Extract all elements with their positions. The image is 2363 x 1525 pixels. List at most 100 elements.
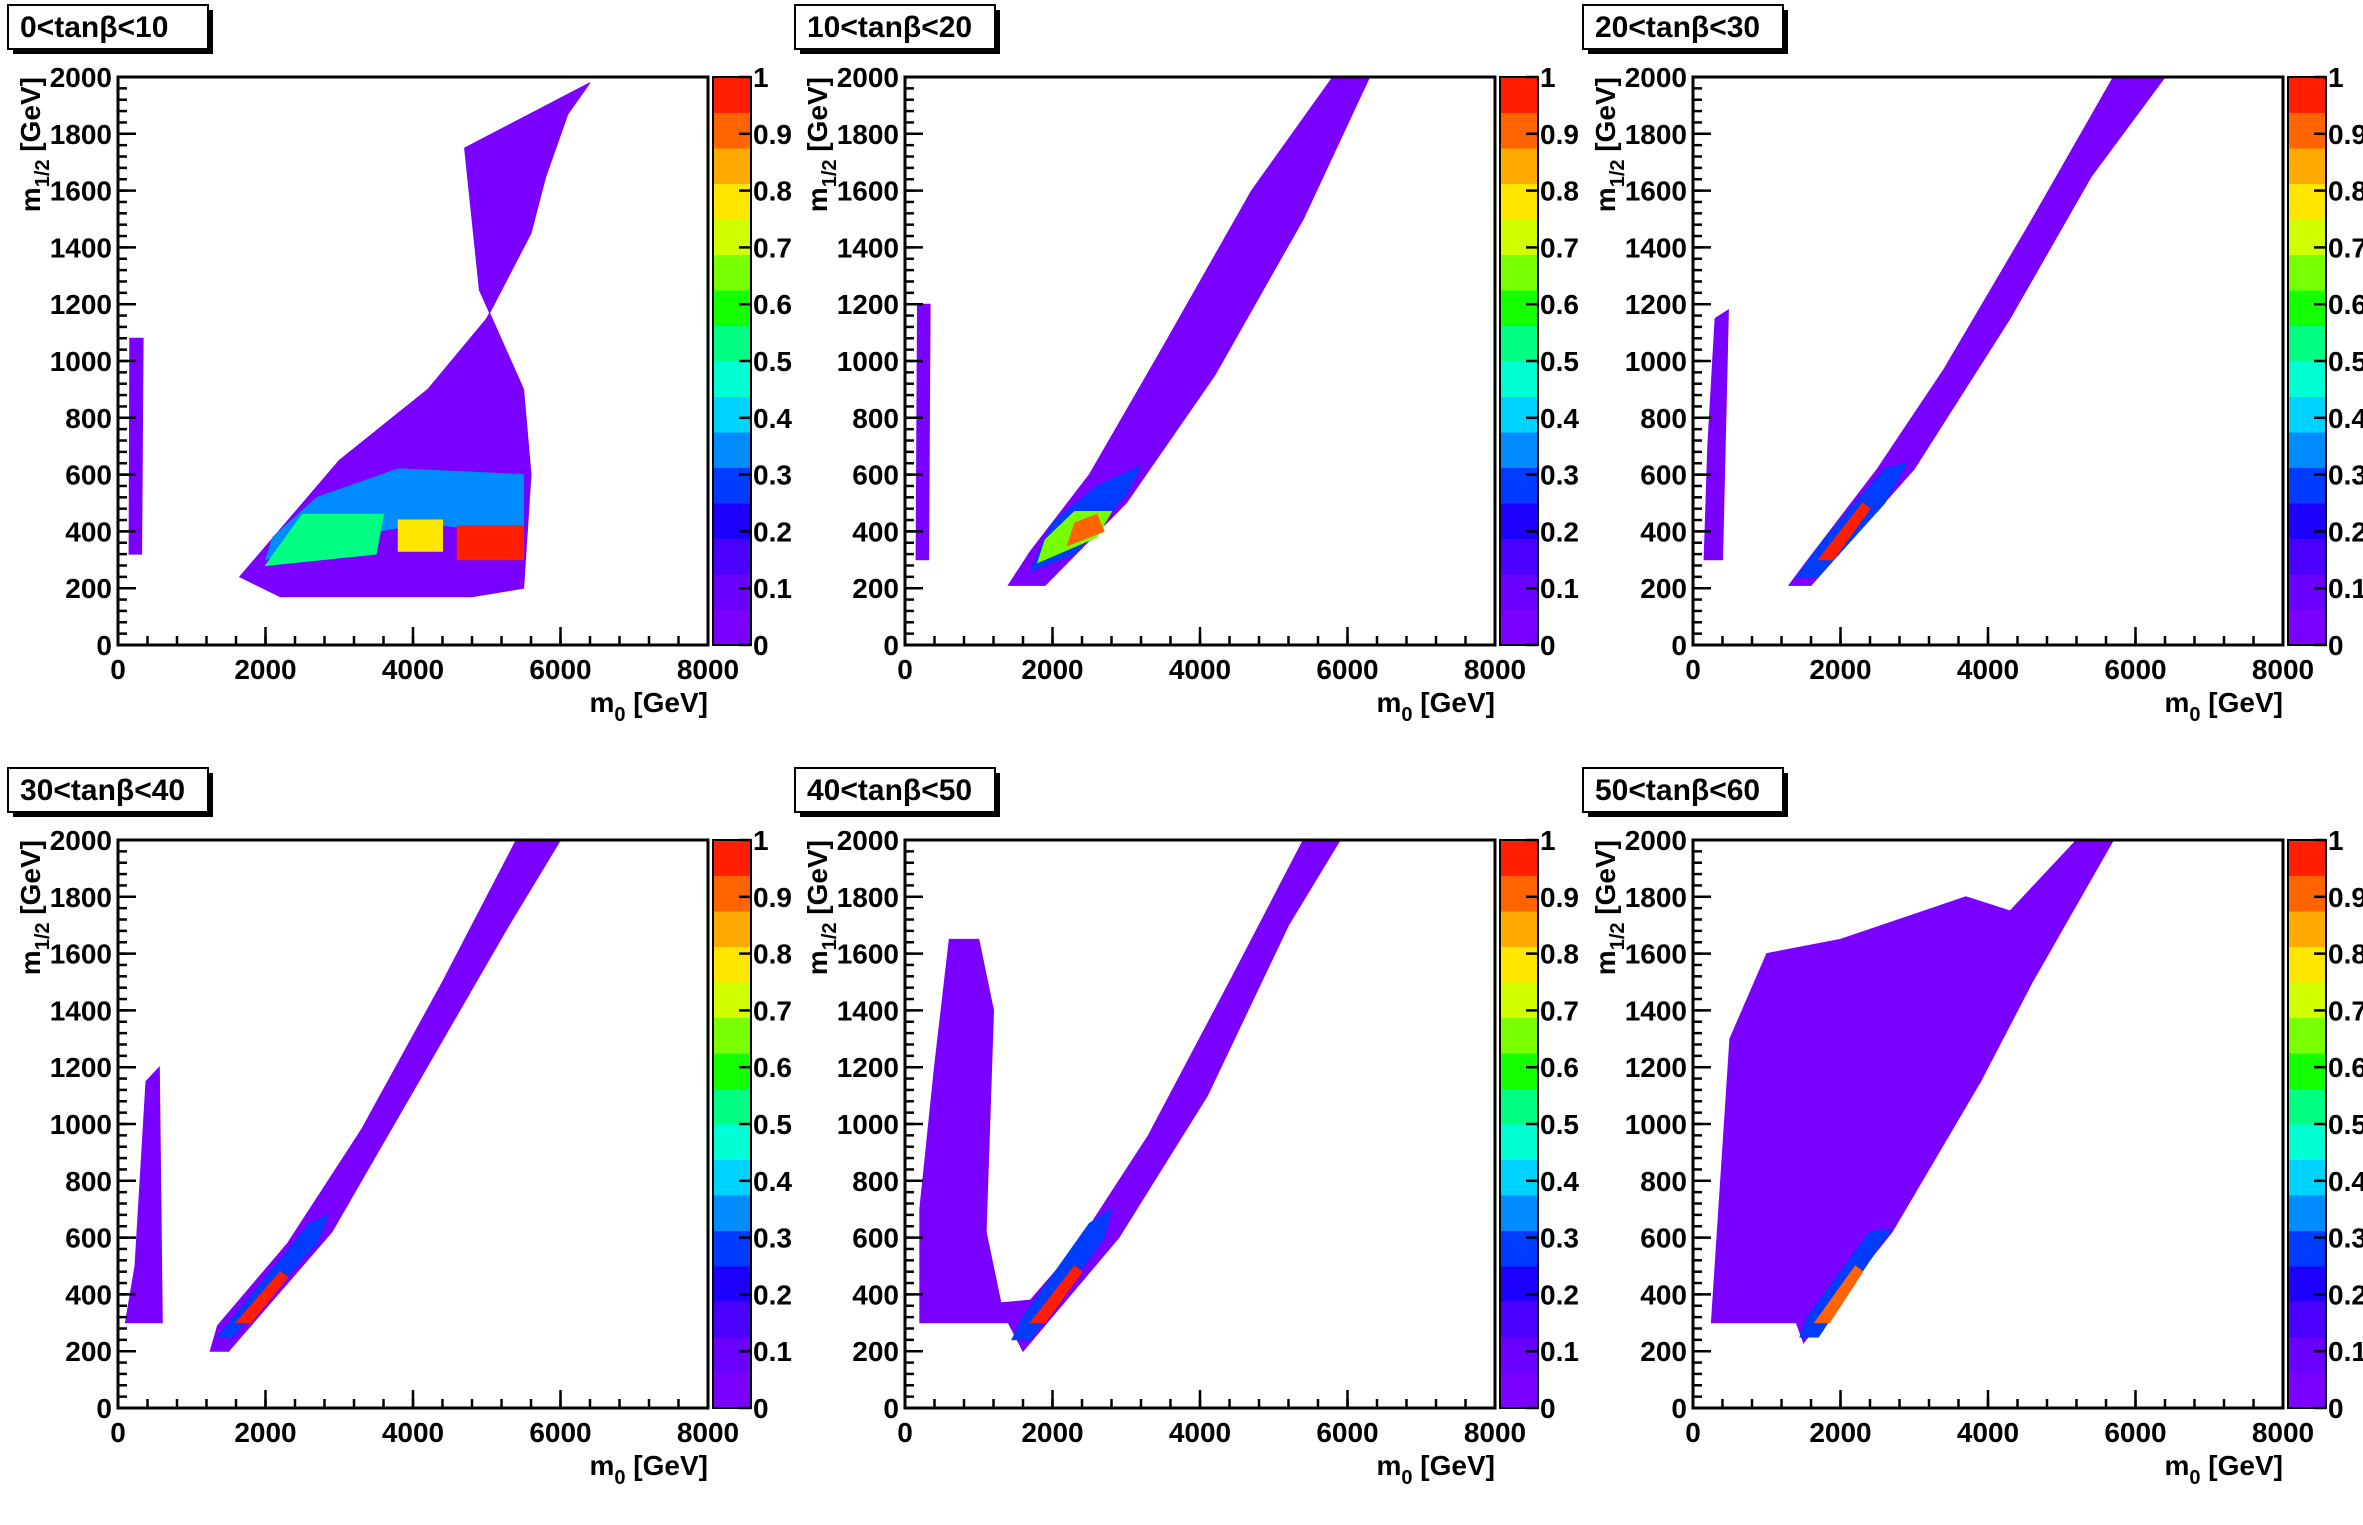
chart-title: 50<tanβ<60 bbox=[1595, 774, 1760, 807]
y-label-main: m bbox=[1590, 950, 1621, 975]
x-label-sub: 0 bbox=[1401, 1467, 1412, 1489]
y-label-unit: [GeV] bbox=[802, 840, 833, 922]
x-tick-label: 0 bbox=[1685, 654, 1701, 685]
y-tick-label: 600 bbox=[65, 460, 112, 491]
x-tick-label: 6000 bbox=[529, 1417, 591, 1448]
colorbar-bin bbox=[713, 911, 751, 947]
colorbar-bin bbox=[1500, 1337, 1538, 1373]
colorbar-tick-label: 1 bbox=[2328, 825, 2344, 856]
colorbar-tick-label: 0.7 bbox=[2328, 995, 2363, 1026]
colorbar-tick-label: 0.7 bbox=[1540, 995, 1579, 1026]
colorbar-bin bbox=[1500, 1088, 1538, 1125]
title-box bbox=[1582, 4, 1784, 50]
colorbar-bin bbox=[1500, 1230, 1538, 1267]
data-layer bbox=[919, 840, 1341, 1353]
x-label-unit: [GeV] bbox=[1413, 1450, 1495, 1481]
colorbar-tick-label: 0.3 bbox=[753, 460, 792, 491]
y-tick-label: 1600 bbox=[50, 939, 112, 970]
x-axis-label: m0 [GeV] bbox=[1377, 687, 1496, 726]
colorbar-bin bbox=[713, 946, 751, 983]
x-tick-label: 6000 bbox=[2104, 654, 2166, 685]
colorbar-tick-label: 0 bbox=[2328, 630, 2344, 661]
colorbar-bin bbox=[713, 1266, 751, 1302]
colorbar-bin bbox=[2288, 467, 2326, 504]
y-tick-label: 400 bbox=[852, 516, 899, 547]
colorbar-bin bbox=[713, 1088, 751, 1125]
colorbar-tick-label: 1 bbox=[753, 825, 769, 856]
title-box bbox=[7, 767, 209, 813]
colorbar-tick-label: 0.9 bbox=[2328, 882, 2363, 913]
colorbar-bin bbox=[2288, 112, 2326, 149]
x-label-main: m bbox=[2165, 687, 2190, 718]
colorbar-tick-label: 0.8 bbox=[1540, 176, 1579, 207]
colorbar-bin bbox=[1500, 361, 1538, 397]
x-axis-label: m0 [GeV] bbox=[2165, 1450, 2284, 1489]
colorbar-bin bbox=[1500, 875, 1538, 912]
colorbar-bin bbox=[713, 538, 751, 575]
title-box bbox=[794, 767, 996, 813]
colorbar-bin bbox=[713, 432, 751, 468]
x-tick-label: 0 bbox=[897, 654, 913, 685]
colorbar-bin bbox=[2288, 219, 2326, 255]
colorbar-bin bbox=[713, 1053, 751, 1089]
y-axis-label: m1/2 [GeV] bbox=[802, 840, 841, 975]
colorbar-bin bbox=[713, 982, 751, 1018]
colorbar-tick-label: 0.8 bbox=[753, 176, 792, 207]
colorbar-tick-label: 0.8 bbox=[753, 939, 792, 970]
y-tick-label: 200 bbox=[852, 1336, 899, 1367]
title-box bbox=[794, 4, 996, 50]
colorbar-bin bbox=[1500, 1124, 1538, 1160]
colorbar-tick-label: 0.5 bbox=[753, 346, 792, 377]
colorbar-tick-label: 0.7 bbox=[1540, 232, 1579, 263]
colorbar-bin bbox=[713, 1124, 751, 1160]
colorbar-tick-label: 0 bbox=[753, 630, 769, 661]
colorbar-tick-label: 0.9 bbox=[1540, 119, 1579, 150]
x-tick-label: 0 bbox=[110, 654, 126, 685]
x-tick-label: 4000 bbox=[382, 654, 444, 685]
colorbar-bin bbox=[1500, 538, 1538, 575]
colorbar-bin bbox=[1500, 467, 1538, 504]
colorbar-bin bbox=[713, 1301, 751, 1338]
colorbar-tick-label: 0.6 bbox=[1540, 1052, 1579, 1083]
y-tick-label: 0 bbox=[883, 630, 899, 661]
chart-panel-3: 20<tanβ<300 2000 4000 6000 80000200400600800… bbox=[1582, 4, 2363, 726]
colorbar-tick-label: 0.3 bbox=[753, 1223, 792, 1254]
y-tick-label: 400 bbox=[65, 1279, 112, 1310]
y-tick-label: 0 bbox=[96, 1393, 112, 1424]
y-tick-label: 600 bbox=[852, 1223, 899, 1254]
chart-title: 20<tanβ<30 bbox=[1595, 11, 1760, 44]
x-label-main: m bbox=[1377, 1450, 1402, 1481]
density-region-2 bbox=[1011, 1208, 1113, 1341]
y-tick-label: 600 bbox=[65, 1223, 112, 1254]
x-tick-label: 2000 bbox=[234, 1417, 296, 1448]
y-tick-label: 1200 bbox=[50, 1052, 112, 1083]
y-tick-label: 800 bbox=[1640, 403, 1687, 434]
colorbar-tick-label: 0.9 bbox=[753, 119, 792, 150]
plot-area bbox=[1693, 77, 2283, 645]
y-label-sub: 1/2 bbox=[819, 922, 841, 950]
chart-title: 0<tanβ<10 bbox=[20, 11, 168, 44]
colorbar-tick-label: 0.1 bbox=[2328, 573, 2363, 604]
colorbar-bin bbox=[1500, 254, 1538, 291]
x-tick-label: 0 bbox=[1685, 1417, 1701, 1448]
data-layer bbox=[915, 77, 1371, 586]
colorbar-tick-label: 0.7 bbox=[2328, 232, 2363, 263]
colorbar-tick-label: 0.8 bbox=[1540, 939, 1579, 970]
colorbar-tick-label: 0.2 bbox=[1540, 516, 1579, 547]
colorbar-bin bbox=[2288, 538, 2326, 575]
data-layer bbox=[1703, 77, 2166, 586]
chart-panel-4: 30<tanβ<400 2000 4000 6000 80000200400600800… bbox=[7, 767, 792, 1489]
colorbar-bin bbox=[2288, 911, 2326, 947]
colorbar-tick-label: 0.4 bbox=[753, 1166, 792, 1197]
y-axis-label: m1/2 [GeV] bbox=[1590, 840, 1629, 975]
colorbar-tick-label: 0.9 bbox=[2328, 119, 2363, 150]
x-label-main: m bbox=[1377, 687, 1402, 718]
y-tick-label: 800 bbox=[65, 1166, 112, 1197]
title-box bbox=[1582, 767, 1784, 813]
colorbar-bin bbox=[2288, 1159, 2326, 1196]
colorbar-tick-label: 0 bbox=[1540, 630, 1556, 661]
x-tick-label: 6000 bbox=[1316, 654, 1378, 685]
colorbar-bin bbox=[713, 1230, 751, 1267]
y-tick-label: 1800 bbox=[1625, 882, 1687, 913]
colorbar-tick-label: 0.1 bbox=[753, 1336, 792, 1367]
